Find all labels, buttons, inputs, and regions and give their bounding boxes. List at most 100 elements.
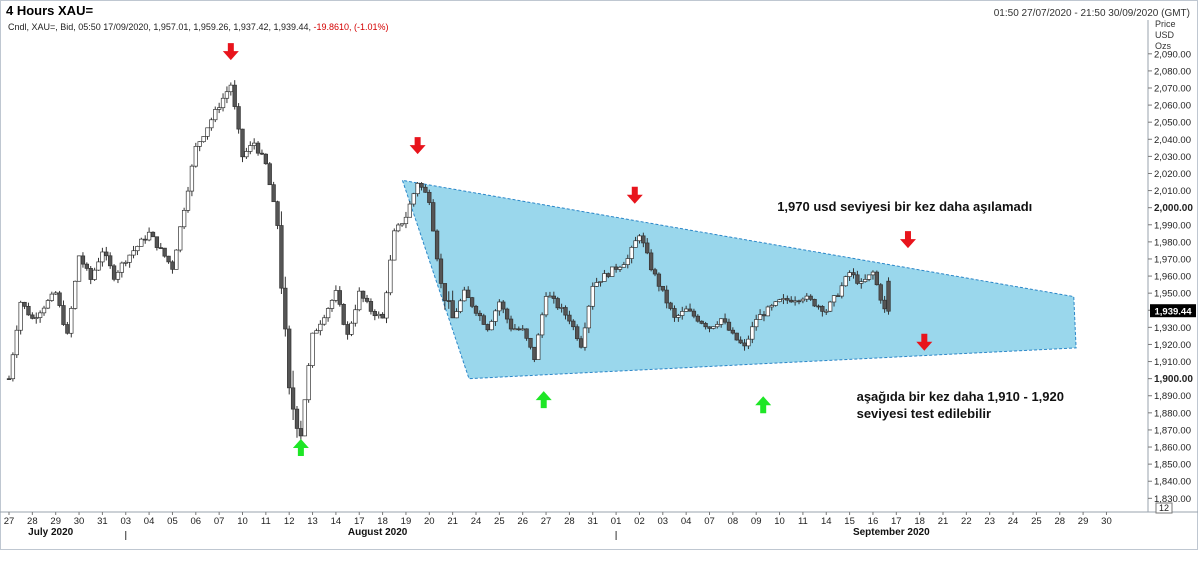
candle-body	[73, 280, 78, 309]
time-tick-label: 02	[634, 516, 645, 527]
candle-body	[835, 295, 841, 297]
price-tick-label: 2,020.00	[1154, 169, 1191, 180]
candle-body	[224, 91, 230, 99]
candle-body	[403, 216, 409, 225]
chart-window	[0, 0, 1198, 550]
month-label: September 2020	[853, 527, 930, 538]
price-tick-label: 1,970.00	[1154, 254, 1191, 265]
down-arrow-icon	[222, 43, 239, 61]
candle-body	[376, 313, 381, 317]
time-tick-label: 15	[844, 516, 855, 527]
candle-body	[691, 310, 697, 317]
candle-body	[629, 246, 634, 259]
candle-body	[232, 84, 237, 107]
candle-body	[88, 268, 93, 280]
unit-line-1: Price	[1155, 19, 1176, 29]
candle-body	[812, 298, 817, 307]
candle-body	[477, 312, 483, 317]
candle-body	[781, 298, 786, 301]
candle-body	[761, 314, 767, 317]
candle-body	[847, 272, 852, 277]
candle-body	[582, 327, 588, 348]
price-tick-label: 1,890.00	[1154, 391, 1191, 402]
candle-body	[571, 320, 576, 328]
candle-body	[6, 378, 12, 380]
candle-body	[427, 191, 432, 203]
candle-body	[345, 324, 350, 335]
time-tick-label: 29	[1078, 516, 1089, 527]
candle-body	[446, 300, 451, 302]
candle-body	[154, 236, 160, 248]
candle-body	[757, 314, 763, 320]
candle-body	[244, 151, 249, 158]
candle-body	[115, 271, 121, 280]
candle-body	[100, 251, 105, 263]
candle-body	[722, 318, 728, 323]
down-arrow-icon	[626, 186, 643, 204]
candle-body	[119, 262, 125, 273]
candle-body	[252, 142, 257, 146]
price-tick-label: 1,920.00	[1154, 340, 1191, 351]
price-tick-label: 1,930.00	[1154, 323, 1191, 334]
candle-body	[773, 301, 778, 306]
candle-body	[808, 295, 813, 300]
candle-body	[65, 324, 70, 334]
time-tick-label: 17	[891, 516, 902, 527]
candle-body	[45, 300, 51, 309]
candle-body	[283, 287, 288, 330]
candle-body	[820, 306, 825, 312]
price-tick-label: 2,050.00	[1154, 118, 1191, 129]
candle-body	[687, 308, 693, 312]
candle-body	[69, 308, 74, 334]
price-tick-label: 1,910.00	[1154, 357, 1191, 368]
candle-body	[131, 250, 136, 256]
candle-body	[485, 324, 490, 331]
candle-body	[18, 301, 23, 331]
candle-body	[415, 182, 420, 195]
annotation-text: 1,970 usd seviyesi bir kez daha aşılamad…	[777, 199, 1032, 214]
month-label: August 2020	[348, 527, 408, 538]
time-tick-label: 21	[447, 516, 458, 527]
candle-body	[578, 338, 584, 348]
candle-body	[325, 308, 331, 319]
candle-body	[878, 284, 883, 301]
candle-body	[703, 323, 708, 328]
time-tick-label: 06	[191, 516, 202, 527]
corner-box	[1155, 502, 1173, 514]
time-tick-label: 03	[658, 516, 669, 527]
candle-body	[423, 186, 428, 193]
candle-body	[730, 329, 735, 334]
candle-body	[645, 242, 650, 254]
candle-body	[594, 282, 599, 287]
time-tick-label: 18	[377, 516, 388, 527]
candle-body	[874, 271, 879, 286]
candle-body	[606, 273, 611, 277]
candle-body	[396, 224, 401, 232]
candle-body	[392, 230, 397, 261]
time-tick-label: 31	[97, 516, 108, 527]
candle-body	[742, 342, 747, 347]
candle-body	[228, 84, 233, 93]
time-tick-label: 24	[1008, 516, 1019, 527]
price-tick-label: 2,080.00	[1154, 66, 1191, 77]
candle-body	[528, 337, 533, 348]
candle-body	[559, 307, 564, 309]
time-tick-label: 24	[471, 516, 482, 527]
time-tick-label: 11	[798, 516, 808, 527]
candle-body	[111, 265, 117, 280]
candle-body	[555, 298, 560, 309]
price-tick-label: 1,870.00	[1154, 425, 1191, 436]
candle-body	[76, 255, 82, 282]
candle-body	[707, 326, 712, 329]
candle-body	[368, 301, 374, 312]
candle-body	[754, 319, 759, 328]
candle-body	[30, 314, 35, 319]
candle-body	[57, 292, 62, 306]
candle-body	[664, 289, 669, 304]
candle-body	[209, 119, 214, 129]
triangle-pattern	[401, 179, 1077, 380]
candle-body	[267, 163, 272, 186]
time-tick-label: 31	[587, 516, 598, 527]
candle-body	[575, 326, 580, 340]
time-tick-label: 09	[751, 516, 762, 527]
